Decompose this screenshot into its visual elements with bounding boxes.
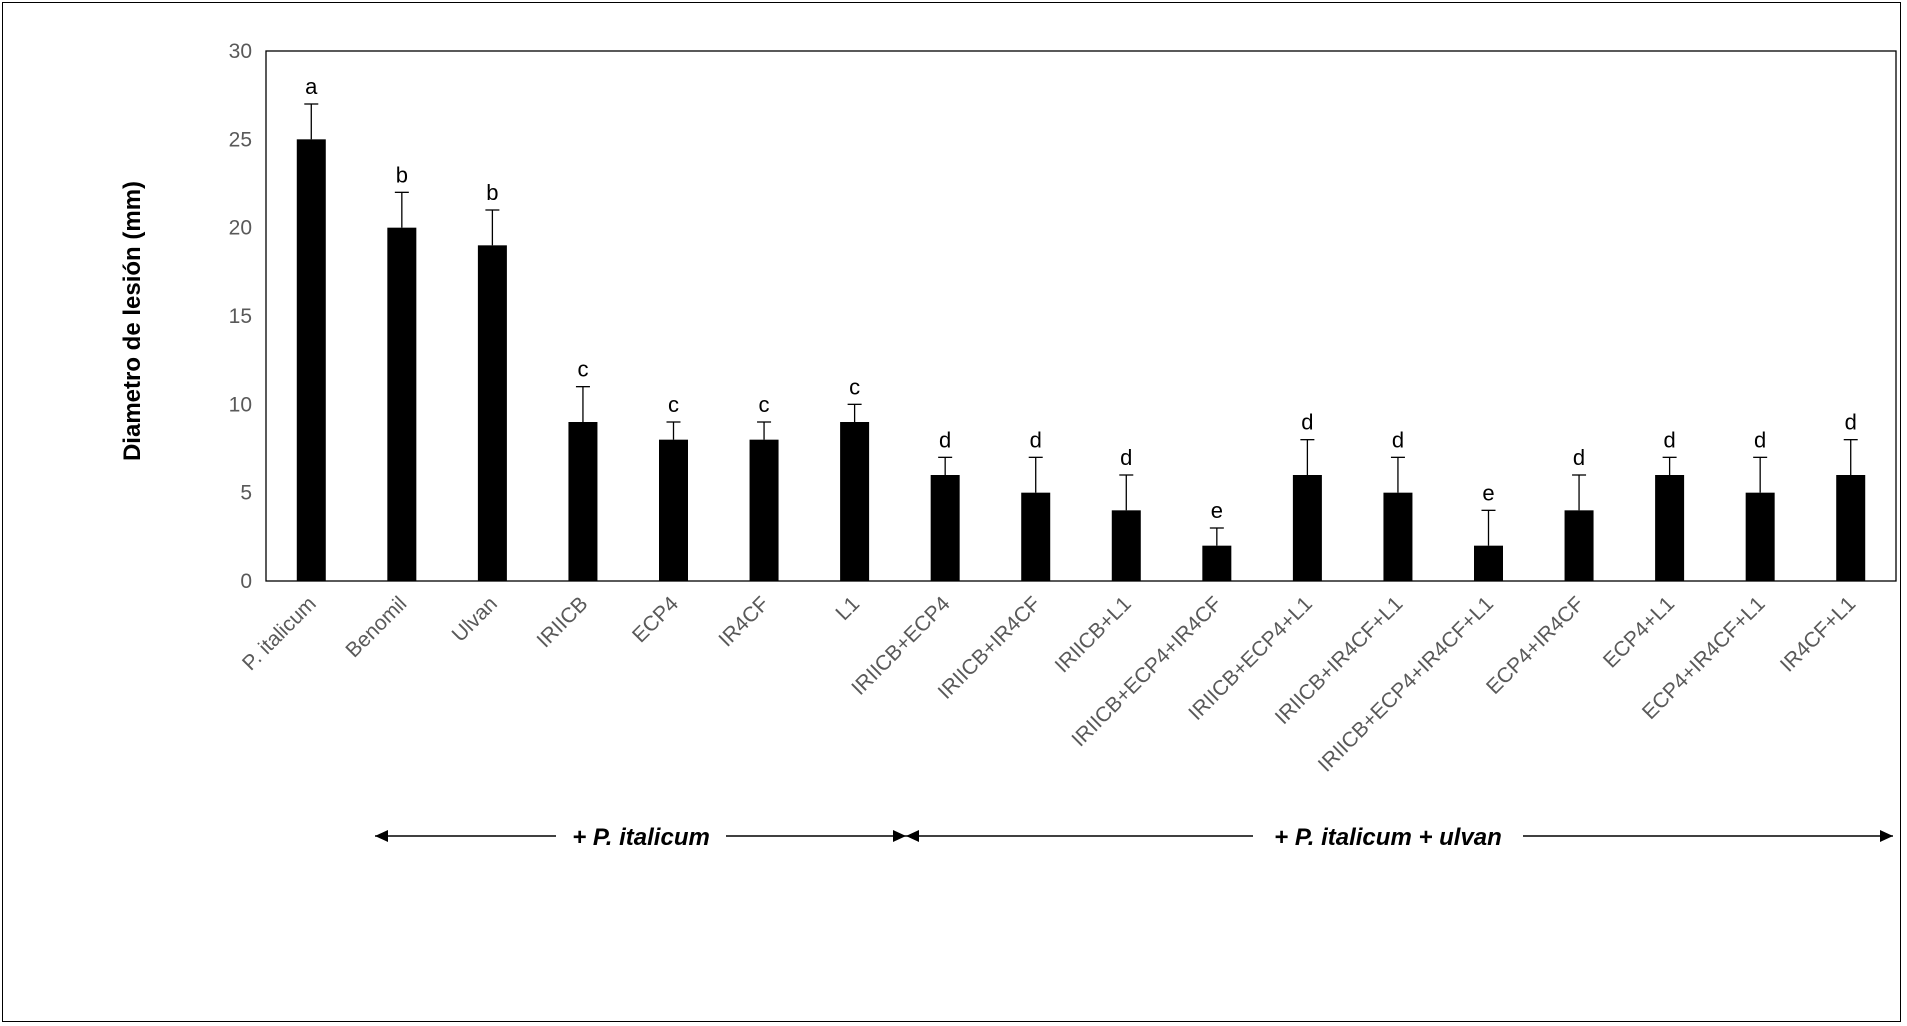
significance-letter: d [1120,445,1132,470]
bar [1021,492,1051,581]
bar [568,422,598,581]
group-annotations: + P. italicum + P. italicum + ulvan [375,824,1893,851]
plot-area-border [265,50,1897,582]
error-bar [757,421,772,440]
x-tick-label: IR4CF+L1 [1776,592,1860,676]
significance-letters: a b b c c c c d d d e d d e d d d d [305,74,1857,523]
error-bar [394,191,409,228]
error-bar [1753,456,1768,493]
x-tick-label: IRIICB+L1 [1051,592,1136,677]
significance-letter: d [1573,445,1585,470]
y-axis: 0 5 10 15 20 25 30 [229,40,252,593]
significance-letter: c [668,392,679,417]
x-axis-tick-labels: P. italicum Benomil Ulvan IRIICB ECP4 IR4CF L1… [238,592,1860,776]
significance-letter: b [396,162,408,187]
y-axis-title: Diametro de lesión (mm) [119,181,146,461]
x-tick-label: IRIICB+ECP4+IR4CF [1067,592,1226,751]
y-tick-label: 0 [240,570,252,593]
bar [749,439,779,581]
error-bar [1028,456,1043,493]
significance-letter: c [759,392,770,417]
error-bar [938,456,953,475]
error-bar [1119,474,1134,511]
bar [1383,492,1413,581]
x-tick-label: IR4CF [714,592,773,651]
bar [1474,545,1503,581]
group-label: + P. italicum + ulvan [1274,824,1502,851]
bar [1745,492,1775,581]
significance-letter: c [849,374,860,399]
error-bar [485,209,500,246]
bar [477,245,507,582]
significance-letter: d [1301,410,1313,435]
y-tick-label: 20 [229,217,252,240]
bar [840,422,870,581]
error-bar [1390,456,1405,493]
bar [296,139,326,582]
significance-letter: d [1754,427,1766,452]
error-bar [666,421,681,440]
error-bar [1843,439,1858,475]
x-tick-label: Ulvan [448,592,502,646]
y-tick-label: 10 [229,393,252,416]
x-tick-label: IRIICB+ECP4+IR4CF+L1 [1314,592,1498,776]
x-tick-label: ECP4 [628,592,683,647]
error-bar [1662,456,1677,475]
significance-letter: d [1392,427,1404,452]
bars [296,139,1866,582]
significance-letter: d [1030,427,1042,452]
significance-letter: e [1482,480,1494,505]
x-tick-label: L1 [831,592,864,625]
error-bar [1481,509,1496,546]
y-tick-label: 30 [229,40,252,63]
error-bar [304,103,319,140]
bar [930,475,960,581]
bar [387,227,417,581]
significance-letter: c [577,357,588,382]
error-bar [1572,474,1587,511]
bar [1292,475,1322,581]
group-annotation: + P. italicum [375,824,906,851]
significance-letter: e [1211,498,1223,523]
error-bar [1209,527,1224,546]
significance-letter: a [305,74,318,99]
bar [1836,475,1866,581]
x-tick-label: P. italicum [238,592,321,675]
x-tick-label: IRIICB [532,592,592,652]
x-tick-label: ECP4+L1 [1599,592,1679,672]
bar [1202,545,1232,581]
significance-letter: d [1845,410,1857,435]
bar [1111,510,1141,581]
bar [1655,475,1685,581]
significance-letter: b [486,180,498,205]
y-tick-label: 5 [240,482,252,505]
x-tick-label: ECP4+IR4CF [1482,592,1589,699]
significance-letter: d [1663,427,1675,452]
significance-letter: d [939,427,951,452]
group-annotation: + P. italicum + ulvan [906,824,1893,851]
x-tick-label: Benomil [341,592,411,662]
y-tick-label: 15 [229,305,252,328]
bar-chart: 0 5 10 15 20 25 30 a b b c c c c d d d e d d e d d d d P. itali… [119,40,1897,851]
group-label: + P. italicum [572,824,710,851]
bar [659,439,688,581]
error-bar [1300,439,1315,475]
error-bar [847,403,862,422]
error-bar [575,386,590,422]
error-bars [304,103,1858,546]
y-tick-label: 25 [229,128,252,151]
bar [1564,510,1594,581]
